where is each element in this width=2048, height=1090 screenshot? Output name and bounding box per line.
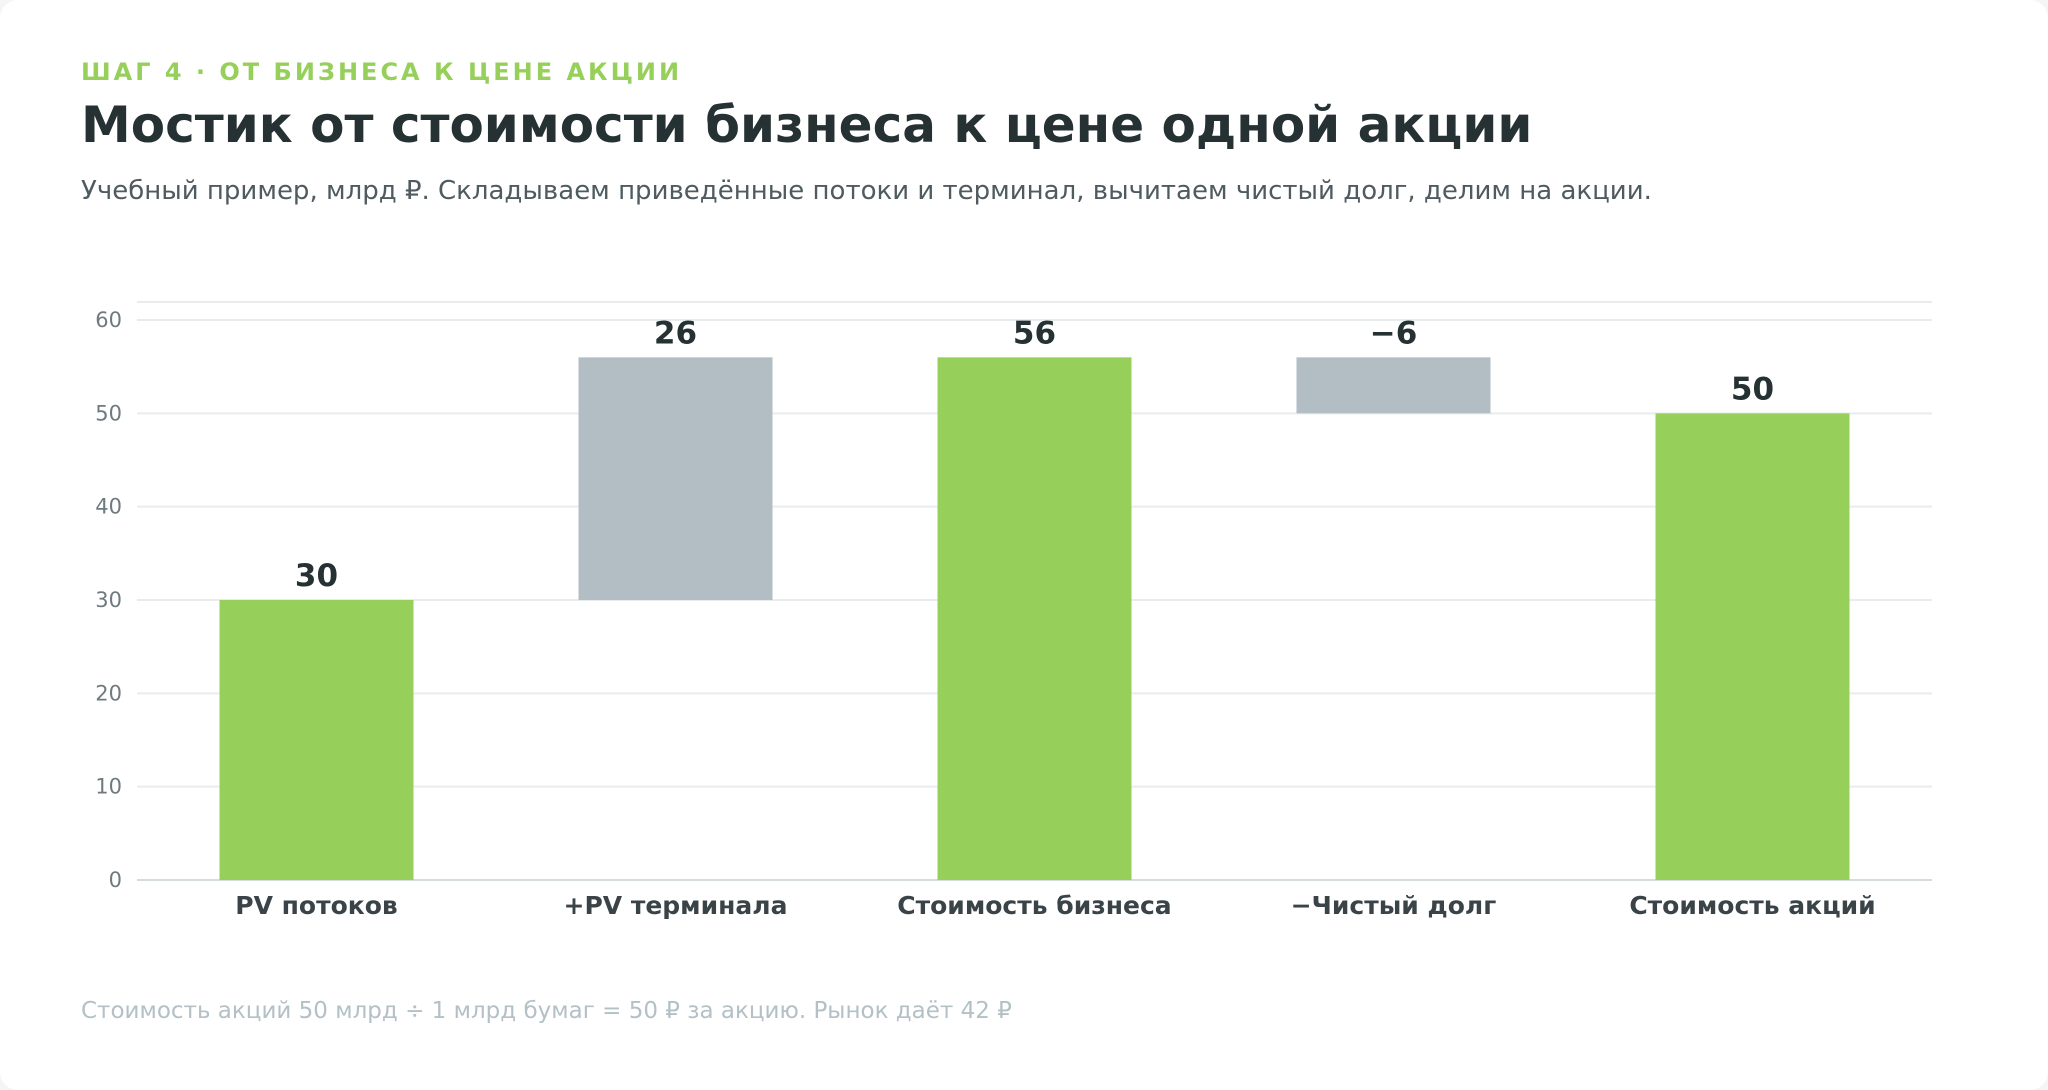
y-axis-ticks: 0 10 20 30 40 50 60	[95, 308, 122, 892]
category-label-4: −Чистый долг	[1291, 891, 1497, 920]
bar-1	[219, 600, 414, 880]
data-label-2: 26	[654, 315, 697, 351]
category-label-2: +PV терминала	[564, 891, 788, 920]
data-label-5: 50	[1731, 371, 1774, 407]
footnote: Стоимость акций 50 млрд ÷ 1 млрд бумаг =…	[81, 998, 1012, 1024]
y-tick-label: 30	[95, 588, 122, 612]
y-tick-label: 20	[95, 681, 122, 705]
data-label-1: 30	[295, 558, 338, 594]
y-tick-label: 50	[95, 401, 122, 425]
y-tick-label: 10	[95, 775, 122, 799]
bars	[219, 357, 1850, 880]
step-eyebrow: ШАГ 4 · ОТ БИЗНЕСА К ЦЕНЕ АКЦИИ	[81, 58, 683, 86]
page-title: Мостик от стоимости бизнеса к цене одной…	[81, 96, 1533, 154]
category-labels: PV потоков +PV терминала Стоимость бизнеса…	[235, 891, 1875, 920]
page-subtitle: Учебный пример, млрд ₽. Складываем приве…	[81, 176, 1652, 206]
bar-4	[1296, 357, 1491, 414]
bar-3	[937, 357, 1132, 880]
y-tick-label: 40	[95, 495, 122, 519]
category-label-3: Стоимость бизнеса	[897, 891, 1171, 920]
y-tick-label: 60	[95, 308, 122, 332]
bar-5	[1655, 413, 1850, 880]
bar-2	[578, 357, 773, 600]
y-tick-label: 0	[109, 868, 122, 892]
category-label-5: Стоимость акций	[1629, 891, 1875, 920]
category-label-1: PV потоков	[235, 891, 397, 920]
data-label-4: −6	[1370, 315, 1418, 351]
data-labels: 30 26 56 −6 50	[295, 315, 1774, 594]
data-label-3: 56	[1013, 315, 1056, 351]
